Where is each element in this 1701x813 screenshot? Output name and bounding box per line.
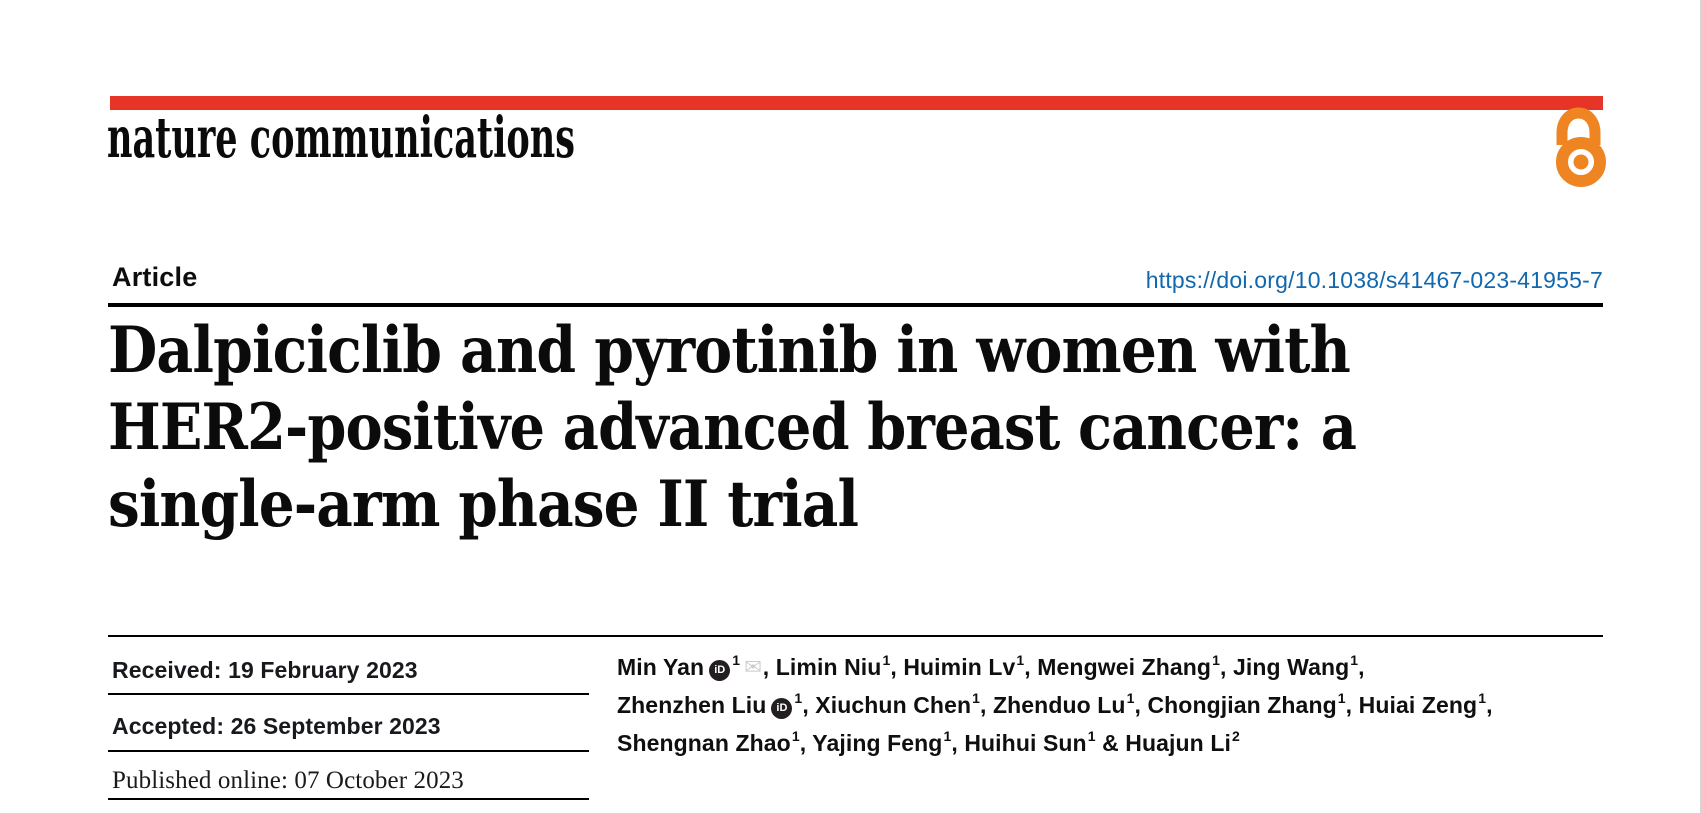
author-name: Chongjian Zhang: [1147, 692, 1337, 718]
email-envelope-icon[interactable]: ✉: [744, 655, 762, 679]
author-name: Xiuchun Chen: [815, 692, 972, 718]
author-affiliation-superscript: 1: [972, 690, 980, 706]
author-name: Yajing Feng: [812, 730, 943, 756]
open-access-body: [1556, 137, 1606, 187]
published-label: Published online:: [112, 767, 289, 794]
open-access-shackle: [1556, 107, 1601, 145]
author-affiliation-superscript: 2: [1231, 728, 1240, 744]
paper-title-line-2: HER2-positive advanced breast cancer: a: [108, 390, 1356, 465]
open-access-keyhole: [1573, 154, 1589, 170]
author-affiliation-superscript: 1: [791, 728, 800, 744]
accepted-date-row: Accepted: 26 September 2023: [112, 713, 441, 740]
journal-logo-text: nature communications: [107, 105, 575, 171]
author-line-3: Shengnan Zhao1, Yajing Feng1, Huihui Sun…: [617, 728, 1240, 756]
history-divider-2: [108, 750, 589, 752]
history-divider-1: [108, 693, 589, 695]
author-affiliation-superscript: 1: [1126, 690, 1135, 706]
author-name: Huihui Sun: [964, 730, 1087, 756]
author-name: Zhenzhen Liu: [617, 692, 767, 718]
author-name: Zhenduo Lu: [992, 692, 1126, 718]
orcid-icon[interactable]: iD: [771, 698, 793, 719]
open-access-icon: [1556, 107, 1606, 187]
author-affiliation-superscript: 1: [1350, 652, 1359, 668]
published-date-row: Published online: 07 October 2023: [112, 767, 464, 795]
accepted-date: 26 September 2023: [230, 713, 441, 739]
orcid-icon[interactable]: iD: [709, 660, 731, 681]
author-name: Huiai Zeng: [1358, 692, 1478, 718]
author-affiliation-superscript: 1: [1212, 652, 1220, 668]
received-date: 19 February 2023: [228, 657, 418, 683]
author-name: Huajun Li: [1125, 730, 1231, 756]
author-name: Huimin Lv: [903, 654, 1016, 680]
author-affiliation-superscript: 1: [794, 690, 803, 706]
author-affiliation-superscript: 1: [943, 728, 952, 744]
author-affiliation-superscript: 1: [732, 652, 741, 668]
author-name: Mengwei Zhang: [1037, 654, 1212, 680]
author-name: Limin Niu: [775, 654, 882, 680]
author-line-2: Zhenzhen Liu iD1, Xiuchun Chen1, Zhenduo …: [617, 690, 1493, 719]
author-name: Min Yan: [617, 654, 705, 680]
author-affiliation-superscript: 1: [1087, 728, 1096, 744]
author-affiliation-superscript: 1: [1337, 690, 1346, 706]
doi-link[interactable]: https://doi.org/10.1038/s41467-023-41955…: [1145, 267, 1603, 293]
author-list: Min Yan iD1 ✉, Limin Niu1, Huimin Lv1, Men…: [617, 650, 1617, 764]
author-affiliation-superscript: 1: [1016, 652, 1025, 668]
author-affiliation-superscript: 1: [882, 652, 891, 668]
author-name: Shengnan Zhao: [617, 730, 791, 756]
accepted-label: Accepted:: [112, 713, 225, 739]
author-line-1: Min Yan iD1 ✉, Limin Niu1, Huimin Lv1, Men…: [617, 652, 1365, 681]
paper-title: Dalpiciclib and pyrotinib in women with …: [108, 315, 1357, 542]
author-name: Jing Wang: [1232, 654, 1350, 680]
paper-title-line-1: Dalpiciclib and pyrotinib in women with: [108, 315, 1350, 388]
published-date: 07 October 2023: [294, 767, 464, 794]
received-label: Received:: [112, 657, 222, 683]
received-date-row: Received: 19 February 2023: [112, 657, 418, 684]
article-type-label: Article: [112, 262, 198, 292]
metadata-top-rule: [108, 635, 1603, 637]
history-divider-3: [108, 798, 589, 800]
journal-logo: nature communications: [107, 105, 575, 171]
brand-red-bar: [110, 96, 1603, 110]
author-affiliation-superscript: 1: [1478, 690, 1487, 706]
header-divider-rule: [108, 303, 1603, 307]
paper-title-line-3: single-arm phase II trial: [108, 467, 858, 542]
